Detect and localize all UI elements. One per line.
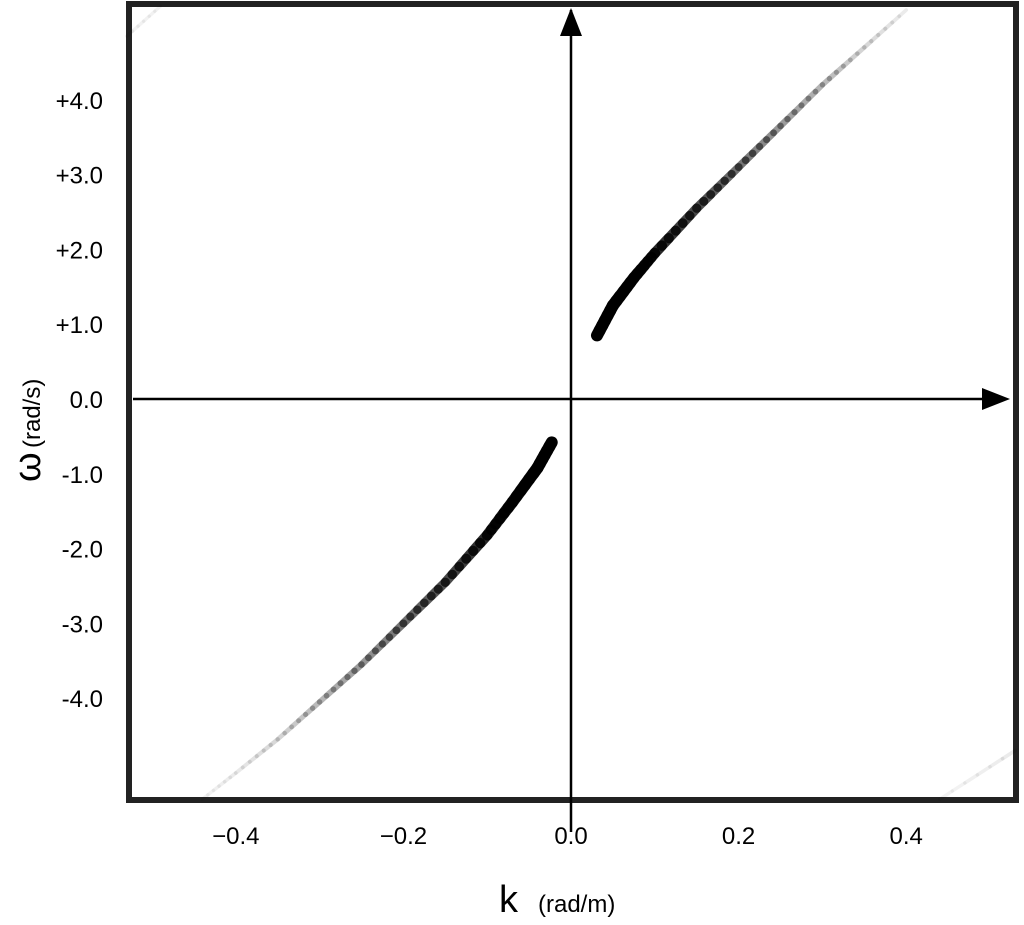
series-2-segment bbox=[233, 765, 245, 775]
series-1-segment bbox=[869, 32, 881, 44]
series-1-segment bbox=[826, 69, 839, 82]
y-tick-label: -4.0 bbox=[62, 686, 103, 713]
y-tick-label: +3.0 bbox=[56, 163, 103, 190]
series-2-segment bbox=[254, 748, 266, 759]
y-tick-label: -1.0 bbox=[62, 462, 103, 489]
series-layer bbox=[125, 4, 1017, 801]
x-axis-arrow-icon bbox=[982, 388, 1010, 410]
series-2-segment bbox=[222, 775, 233, 784]
x-axis-label: k bbox=[499, 879, 519, 921]
x-tick-label: −0.2 bbox=[380, 823, 427, 850]
series-4-segment bbox=[988, 756, 1005, 769]
series-2-segment bbox=[240, 759, 252, 770]
series-4-segment bbox=[950, 781, 967, 793]
series-1-segment bbox=[791, 102, 805, 116]
series-2-segment bbox=[268, 737, 280, 748]
series-2-segment bbox=[275, 730, 287, 742]
y-axis-label: ω bbox=[7, 452, 49, 482]
series-2-segment bbox=[385, 626, 401, 641]
y-axis-unit: (rad/s) bbox=[19, 379, 46, 448]
series-4 bbox=[938, 748, 1017, 801]
series-2-segment bbox=[351, 661, 365, 675]
x-axis-unit: (rad/m) bbox=[538, 891, 615, 918]
y-tick-label: 0.0 bbox=[70, 387, 103, 414]
series-4-segment bbox=[975, 764, 992, 777]
series-3 bbox=[125, 4, 163, 38]
series-1-segment bbox=[862, 39, 874, 50]
series-1-segment bbox=[741, 149, 757, 165]
series-1-segment bbox=[876, 26, 888, 38]
series-1-segment bbox=[883, 20, 895, 31]
y-tick-label: +4.0 bbox=[56, 88, 103, 115]
x-tick-labels: −0.4 −0.2 0.0 0.2 0.4 bbox=[212, 823, 923, 850]
series-1-segment bbox=[777, 115, 791, 130]
series-3-segment bbox=[141, 14, 151, 23]
series-2-segment bbox=[337, 673, 351, 687]
y-tick-label: +1.0 bbox=[56, 312, 103, 339]
x-tick-label: −0.4 bbox=[212, 823, 259, 850]
series-2-segment bbox=[303, 705, 316, 718]
series-3-segment bbox=[147, 9, 157, 18]
series-2-segment bbox=[330, 680, 344, 693]
series-2-segment bbox=[206, 788, 216, 797]
series-1-segment bbox=[897, 8, 909, 19]
y-tick-label: -2.0 bbox=[62, 537, 103, 564]
series-1-segment bbox=[855, 45, 867, 56]
series-3-segment bbox=[153, 4, 163, 13]
series-2 bbox=[200, 436, 558, 801]
series-2-segment bbox=[309, 699, 323, 711]
series-2-segment bbox=[228, 771, 238, 780]
y-tick-labels: +4.0 +3.0 +2.0 +1.0 0.0 -1.0 -2.0 -3.0 -4.0 bbox=[56, 88, 103, 713]
y-tick-label: +2.0 bbox=[56, 237, 103, 264]
series-1-segment bbox=[763, 129, 777, 144]
series-2-segment bbox=[344, 667, 358, 681]
series-2-segment bbox=[365, 647, 379, 662]
series-1-segment bbox=[755, 136, 771, 151]
series-1-segment bbox=[812, 82, 826, 95]
series-4-segment bbox=[938, 789, 954, 801]
y-tick-label: -3.0 bbox=[62, 611, 103, 638]
series-4-segment bbox=[1000, 748, 1017, 761]
series-1 bbox=[590, 8, 909, 342]
series-2-segment bbox=[282, 724, 295, 736]
series-1-segment bbox=[890, 14, 902, 25]
series-2-segment bbox=[211, 784, 221, 793]
series-4-segment bbox=[963, 773, 980, 785]
series-2-segment bbox=[217, 779, 227, 788]
series-1-segment bbox=[805, 88, 819, 102]
plot-frame bbox=[126, 1, 1019, 803]
y-axis-arrow-icon bbox=[560, 8, 582, 36]
x-tick-label: 0.2 bbox=[722, 823, 755, 850]
series-1-segment bbox=[847, 51, 860, 63]
series-1-segment bbox=[748, 142, 764, 158]
series-3-segment bbox=[130, 24, 140, 33]
series-1-segment bbox=[833, 63, 846, 75]
series-3-segment bbox=[125, 29, 135, 38]
series-2-segment bbox=[247, 754, 259, 764]
series-2-segment bbox=[289, 718, 302, 730]
x-tick-label: 0.0 bbox=[554, 823, 587, 850]
series-2-segment bbox=[200, 793, 210, 801]
series-1-segment bbox=[784, 109, 798, 123]
series-1-segment bbox=[770, 122, 784, 137]
series-1-segment bbox=[840, 57, 853, 69]
x-tick-label: 0.4 bbox=[890, 823, 923, 850]
series-1-segment bbox=[798, 95, 812, 109]
series-2-segment bbox=[378, 633, 394, 648]
series-2-segment bbox=[296, 711, 309, 724]
series-2-segment bbox=[371, 640, 387, 655]
series-1-segment bbox=[819, 75, 833, 88]
series-2-segment bbox=[358, 654, 372, 668]
series-3-segment bbox=[136, 19, 146, 28]
series-2-segment bbox=[316, 692, 330, 705]
series-2-segment bbox=[261, 742, 273, 753]
series-2-segment bbox=[323, 686, 337, 699]
